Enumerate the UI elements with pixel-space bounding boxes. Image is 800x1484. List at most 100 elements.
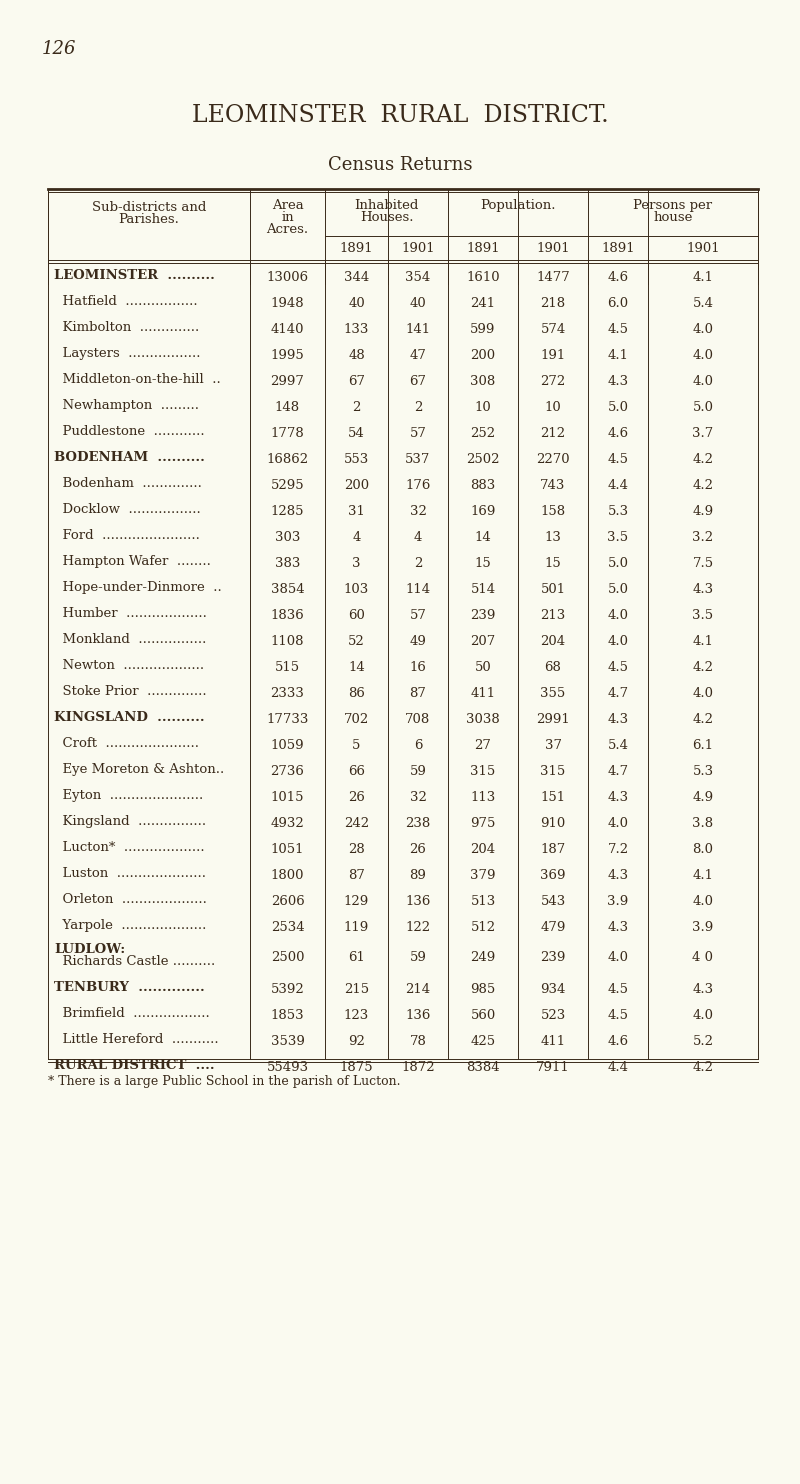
Text: 4.0: 4.0 [607, 818, 629, 830]
Text: 5.0: 5.0 [693, 401, 714, 414]
Text: 4.0: 4.0 [693, 895, 714, 908]
Text: 57: 57 [410, 427, 426, 439]
Text: 4.2: 4.2 [693, 660, 714, 674]
Text: 27: 27 [474, 739, 491, 752]
Text: 3.5: 3.5 [693, 608, 714, 622]
Text: 5.2: 5.2 [693, 1034, 714, 1048]
Text: Lucton*  ...................: Lucton* ................... [54, 841, 205, 853]
Text: 1778: 1778 [270, 427, 304, 439]
Text: Croft  ......................: Croft ...................... [54, 738, 199, 749]
Text: 31: 31 [348, 505, 365, 518]
Text: 1285: 1285 [270, 505, 304, 518]
Text: 5: 5 [352, 739, 361, 752]
Text: Acres.: Acres. [266, 223, 309, 236]
Text: 212: 212 [541, 427, 566, 439]
Text: Puddlestone  ............: Puddlestone ............ [54, 424, 205, 438]
Text: 537: 537 [406, 453, 430, 466]
Text: Monkland  ................: Monkland ................ [54, 634, 206, 646]
Text: 4.0: 4.0 [693, 375, 714, 387]
Text: Eye Moreton & Ashton..: Eye Moreton & Ashton.. [54, 763, 224, 776]
Text: 32: 32 [410, 791, 426, 804]
Text: Docklow  .................: Docklow ................. [54, 503, 201, 516]
Text: 4.5: 4.5 [607, 1009, 629, 1022]
Text: 241: 241 [470, 297, 495, 310]
Text: 114: 114 [406, 583, 430, 597]
Text: 4.3: 4.3 [607, 375, 629, 387]
Text: 123: 123 [344, 1009, 369, 1022]
Text: 355: 355 [540, 687, 566, 700]
Text: Inhabited: Inhabited [354, 199, 418, 212]
Text: Area: Area [272, 199, 303, 212]
Text: 5.4: 5.4 [607, 739, 629, 752]
Text: Ford  .......................: Ford ....................... [54, 528, 200, 542]
Text: 1901: 1901 [686, 242, 720, 255]
Text: 239: 239 [540, 951, 566, 965]
Text: 4.3: 4.3 [607, 712, 629, 726]
Text: 1836: 1836 [270, 608, 304, 622]
Text: 59: 59 [410, 764, 426, 778]
Text: 523: 523 [540, 1009, 566, 1022]
Text: 4.0: 4.0 [693, 687, 714, 700]
Text: Eyton  ......................: Eyton ...................... [54, 789, 203, 801]
Text: 1948: 1948 [270, 297, 304, 310]
Text: 4 0: 4 0 [693, 951, 714, 965]
Text: 4.6: 4.6 [607, 1034, 629, 1048]
Text: 68: 68 [545, 660, 562, 674]
Text: Houses.: Houses. [360, 211, 414, 224]
Text: 4.5: 4.5 [607, 453, 629, 466]
Text: 1015: 1015 [270, 791, 304, 804]
Text: 47: 47 [410, 349, 426, 362]
Text: 599: 599 [470, 324, 496, 335]
Text: 50: 50 [474, 660, 491, 674]
Text: 218: 218 [541, 297, 566, 310]
Text: 136: 136 [406, 895, 430, 908]
Text: 5.0: 5.0 [607, 556, 629, 570]
Text: Brimfield  ..................: Brimfield .................. [54, 1008, 210, 1020]
Text: 4.1: 4.1 [693, 870, 714, 881]
Text: Hampton Wafer  ........: Hampton Wafer ........ [54, 555, 211, 568]
Text: 129: 129 [344, 895, 369, 908]
Text: 2736: 2736 [270, 764, 305, 778]
Text: 16: 16 [410, 660, 426, 674]
Text: Bodenham  ..............: Bodenham .............. [54, 476, 202, 490]
Text: 57: 57 [410, 608, 426, 622]
Text: 14: 14 [348, 660, 365, 674]
Text: 48: 48 [348, 349, 365, 362]
Text: 975: 975 [470, 818, 496, 830]
Text: 40: 40 [410, 297, 426, 310]
Text: Newhampton  .........: Newhampton ......... [54, 399, 199, 413]
Text: 369: 369 [540, 870, 566, 881]
Text: 985: 985 [470, 982, 496, 996]
Text: 89: 89 [410, 870, 426, 881]
Text: 1872: 1872 [401, 1061, 435, 1074]
Text: 4.5: 4.5 [607, 324, 629, 335]
Text: 1891: 1891 [340, 242, 374, 255]
Text: 1059: 1059 [270, 739, 304, 752]
Text: 207: 207 [470, 635, 496, 649]
Text: 176: 176 [406, 479, 430, 493]
Text: 4.3: 4.3 [693, 583, 714, 597]
Text: 4.0: 4.0 [693, 349, 714, 362]
Text: 103: 103 [344, 583, 369, 597]
Text: 4.0: 4.0 [693, 324, 714, 335]
Text: 15: 15 [545, 556, 562, 570]
Text: 6.0: 6.0 [607, 297, 629, 310]
Text: 512: 512 [470, 922, 495, 933]
Text: 2: 2 [414, 401, 422, 414]
Text: 6: 6 [414, 739, 422, 752]
Text: 1853: 1853 [270, 1009, 304, 1022]
Text: 743: 743 [540, 479, 566, 493]
Text: 5.4: 5.4 [693, 297, 714, 310]
Text: 4.9: 4.9 [693, 505, 714, 518]
Text: 87: 87 [348, 870, 365, 881]
Text: 67: 67 [410, 375, 426, 387]
Text: 553: 553 [344, 453, 369, 466]
Text: 6.1: 6.1 [693, 739, 714, 752]
Text: 5.3: 5.3 [607, 505, 629, 518]
Text: 4.0: 4.0 [607, 951, 629, 965]
Text: 40: 40 [348, 297, 365, 310]
Text: Richards Castle ..........: Richards Castle .......... [54, 956, 215, 968]
Text: 3539: 3539 [270, 1034, 305, 1048]
Text: 708: 708 [406, 712, 430, 726]
Text: Population.: Population. [480, 199, 556, 212]
